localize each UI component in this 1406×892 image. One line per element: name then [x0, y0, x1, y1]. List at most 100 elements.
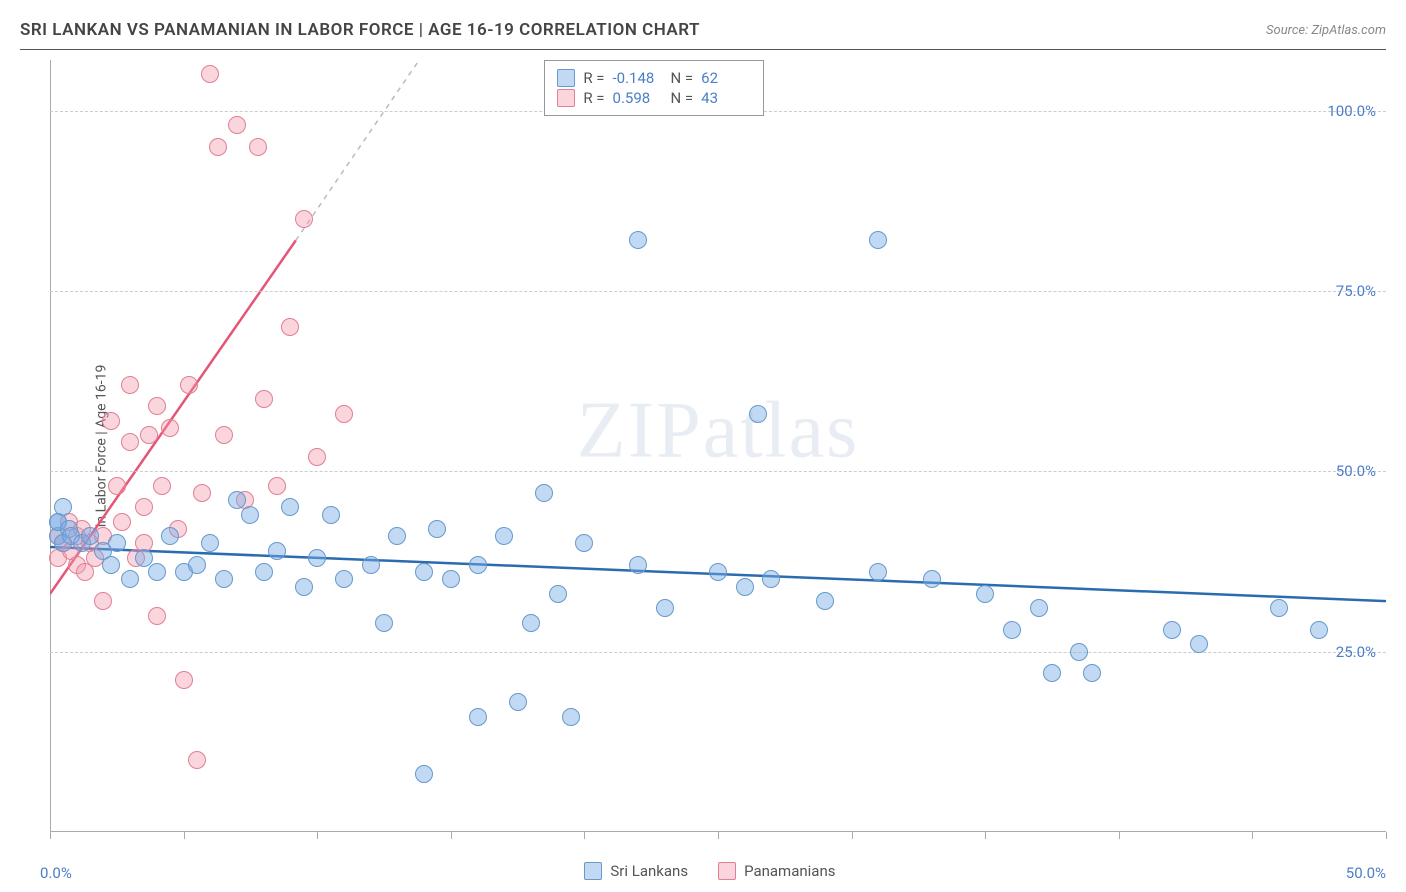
x-tick	[451, 832, 452, 839]
gridline-h	[50, 471, 1386, 472]
data-point-srilankans	[108, 534, 126, 552]
swatch-srilankans	[557, 69, 575, 87]
data-point-srilankans	[1043, 664, 1061, 682]
data-point-panamanians	[209, 138, 227, 156]
data-point-srilankans	[428, 520, 446, 538]
bottom-legend: Sri Lankans Panamanians	[584, 862, 835, 880]
gridline-h	[50, 291, 1386, 292]
data-point-srilankans	[215, 570, 233, 588]
x-tick	[1386, 832, 1387, 839]
legend-stats-box: R = -0.148 N = 62 R = 0.598 N = 43	[544, 60, 764, 116]
r-value-srilankans: -0.148	[613, 69, 663, 87]
data-point-srilankans	[442, 570, 460, 588]
data-point-panamanians	[228, 116, 246, 134]
watermark-zip: ZIP	[577, 386, 703, 474]
data-point-srilankans	[869, 563, 887, 581]
data-point-srilankans	[1070, 643, 1088, 661]
n-value-panamanians: 43	[701, 89, 751, 107]
y-tick-label: 100.0%	[1327, 102, 1376, 120]
data-point-srilankans	[736, 578, 754, 596]
n-label: N =	[671, 69, 694, 87]
r-label: R =	[583, 69, 604, 87]
legend-label-panamanians: Panamanians	[744, 862, 835, 880]
data-point-panamanians	[113, 513, 131, 531]
data-point-srilankans	[388, 527, 406, 545]
data-point-panamanians	[268, 477, 286, 495]
data-point-srilankans	[575, 534, 593, 552]
data-point-srilankans	[135, 549, 153, 567]
data-point-panamanians	[193, 484, 211, 502]
data-point-srilankans	[322, 506, 340, 524]
data-point-srilankans	[469, 556, 487, 574]
data-point-srilankans	[629, 556, 647, 574]
n-value-srilankans: 62	[701, 69, 751, 87]
watermark-atlas: atlas	[703, 386, 860, 474]
x-tick	[1252, 832, 1253, 839]
data-point-panamanians	[249, 138, 267, 156]
data-point-srilankans	[1083, 664, 1101, 682]
r-value-panamanians: 0.598	[613, 89, 663, 107]
data-point-srilankans	[535, 484, 553, 502]
legend-item-panamanians: Panamanians	[718, 862, 835, 880]
data-point-panamanians	[108, 477, 126, 495]
data-point-panamanians	[121, 433, 139, 451]
data-point-panamanians	[295, 210, 313, 228]
data-point-srilankans	[1190, 635, 1208, 653]
data-point-srilankans	[709, 563, 727, 581]
data-point-panamanians	[281, 318, 299, 336]
r-label: R =	[583, 89, 604, 107]
data-point-panamanians	[153, 477, 171, 495]
data-point-panamanians	[140, 426, 158, 444]
data-point-srilankans	[1310, 621, 1328, 639]
chart-title: SRI LANKAN VS PANAMANIAN IN LABOR FORCE …	[20, 20, 700, 40]
data-point-srilankans	[241, 506, 259, 524]
data-point-srilankans	[81, 527, 99, 545]
data-point-srilankans	[816, 592, 834, 610]
data-point-srilankans	[629, 231, 647, 249]
data-point-srilankans	[415, 563, 433, 581]
y-axis-line	[50, 60, 51, 832]
data-point-panamanians	[148, 397, 166, 415]
x-axis-label-min: 0.0%	[40, 864, 72, 882]
y-tick-label: 25.0%	[1336, 643, 1376, 661]
data-point-srilankans	[54, 498, 72, 516]
data-point-srilankans	[102, 556, 120, 574]
data-point-panamanians	[308, 448, 326, 466]
legend-stats-row-panamanians: R = 0.598 N = 43	[557, 89, 751, 107]
gridline-h	[50, 652, 1386, 653]
data-point-panamanians	[180, 376, 198, 394]
data-point-srilankans	[1270, 599, 1288, 617]
data-point-srilankans	[762, 570, 780, 588]
data-point-srilankans	[335, 570, 353, 588]
chart-header: SRI LANKAN VS PANAMANIAN IN LABOR FORCE …	[20, 20, 1386, 50]
data-point-srilankans	[656, 599, 674, 617]
x-tick	[184, 832, 185, 839]
data-point-srilankans	[228, 491, 246, 509]
data-point-panamanians	[135, 498, 153, 516]
legend-stats-row-srilankans: R = -0.148 N = 62	[557, 69, 751, 87]
y-tick-label: 75.0%	[1336, 282, 1376, 300]
data-point-srilankans	[281, 498, 299, 516]
data-point-panamanians	[102, 412, 120, 430]
data-point-panamanians	[121, 376, 139, 394]
data-point-srilankans	[1003, 621, 1021, 639]
x-tick	[852, 832, 853, 839]
scatter-plot: ZIPatlas 25.0%50.0%75.0%100.0%	[50, 60, 1386, 832]
data-point-srilankans	[522, 614, 540, 632]
data-point-srilankans	[188, 556, 206, 574]
x-tick	[584, 832, 585, 839]
x-tick	[718, 832, 719, 839]
swatch-panamanians	[718, 862, 736, 880]
data-point-srilankans	[415, 765, 433, 783]
data-point-srilankans	[869, 231, 887, 249]
data-point-srilankans	[562, 708, 580, 726]
data-point-srilankans	[495, 527, 513, 545]
data-point-panamanians	[161, 419, 179, 437]
n-label: N =	[671, 89, 694, 107]
source-name: ZipAtlas.com	[1311, 23, 1386, 38]
data-point-srilankans	[308, 549, 326, 567]
data-point-srilankans	[549, 585, 567, 603]
data-point-panamanians	[175, 671, 193, 689]
data-point-srilankans	[121, 570, 139, 588]
data-point-srilankans	[1163, 621, 1181, 639]
